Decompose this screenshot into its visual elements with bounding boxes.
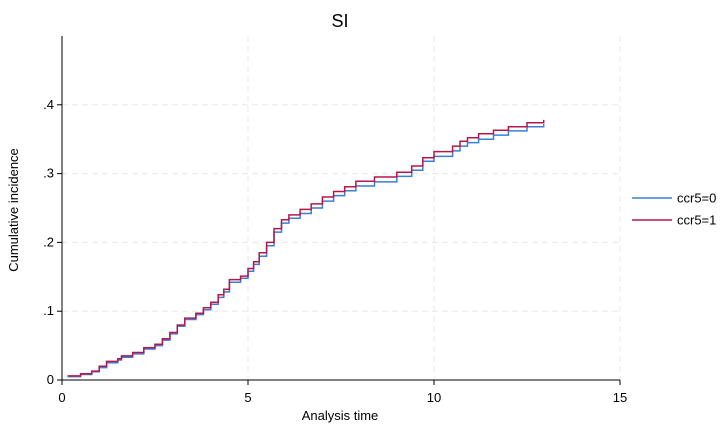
legend-label: ccr5=0 (677, 191, 716, 206)
y-tick-label: .1 (43, 303, 54, 318)
y-tick-label: .2 (43, 234, 54, 249)
x-tick-label: 5 (244, 390, 251, 405)
legend: ccr5=0 ccr5=1 (632, 191, 716, 228)
x-tick-label: 10 (427, 390, 441, 405)
legend-label: ccr5=1 (677, 213, 716, 228)
y-tick-label: .3 (43, 166, 54, 181)
y-tick-label: .4 (43, 97, 54, 112)
y-tick-label: 0 (47, 372, 54, 387)
axes: 0 .1 .2 .3 .4 0 5 10 15 (43, 36, 627, 405)
y-axis-label: Cumulative incidence (6, 148, 21, 272)
x-tick-label: 0 (58, 390, 65, 405)
series-lines (67, 119, 545, 378)
series-line-ccr5-1 (67, 119, 545, 377)
x-axis-label: Analysis time (302, 408, 379, 423)
chart-title: SI (331, 11, 348, 31)
x-tick-label: 15 (613, 390, 627, 405)
gridlines (61, 36, 621, 381)
